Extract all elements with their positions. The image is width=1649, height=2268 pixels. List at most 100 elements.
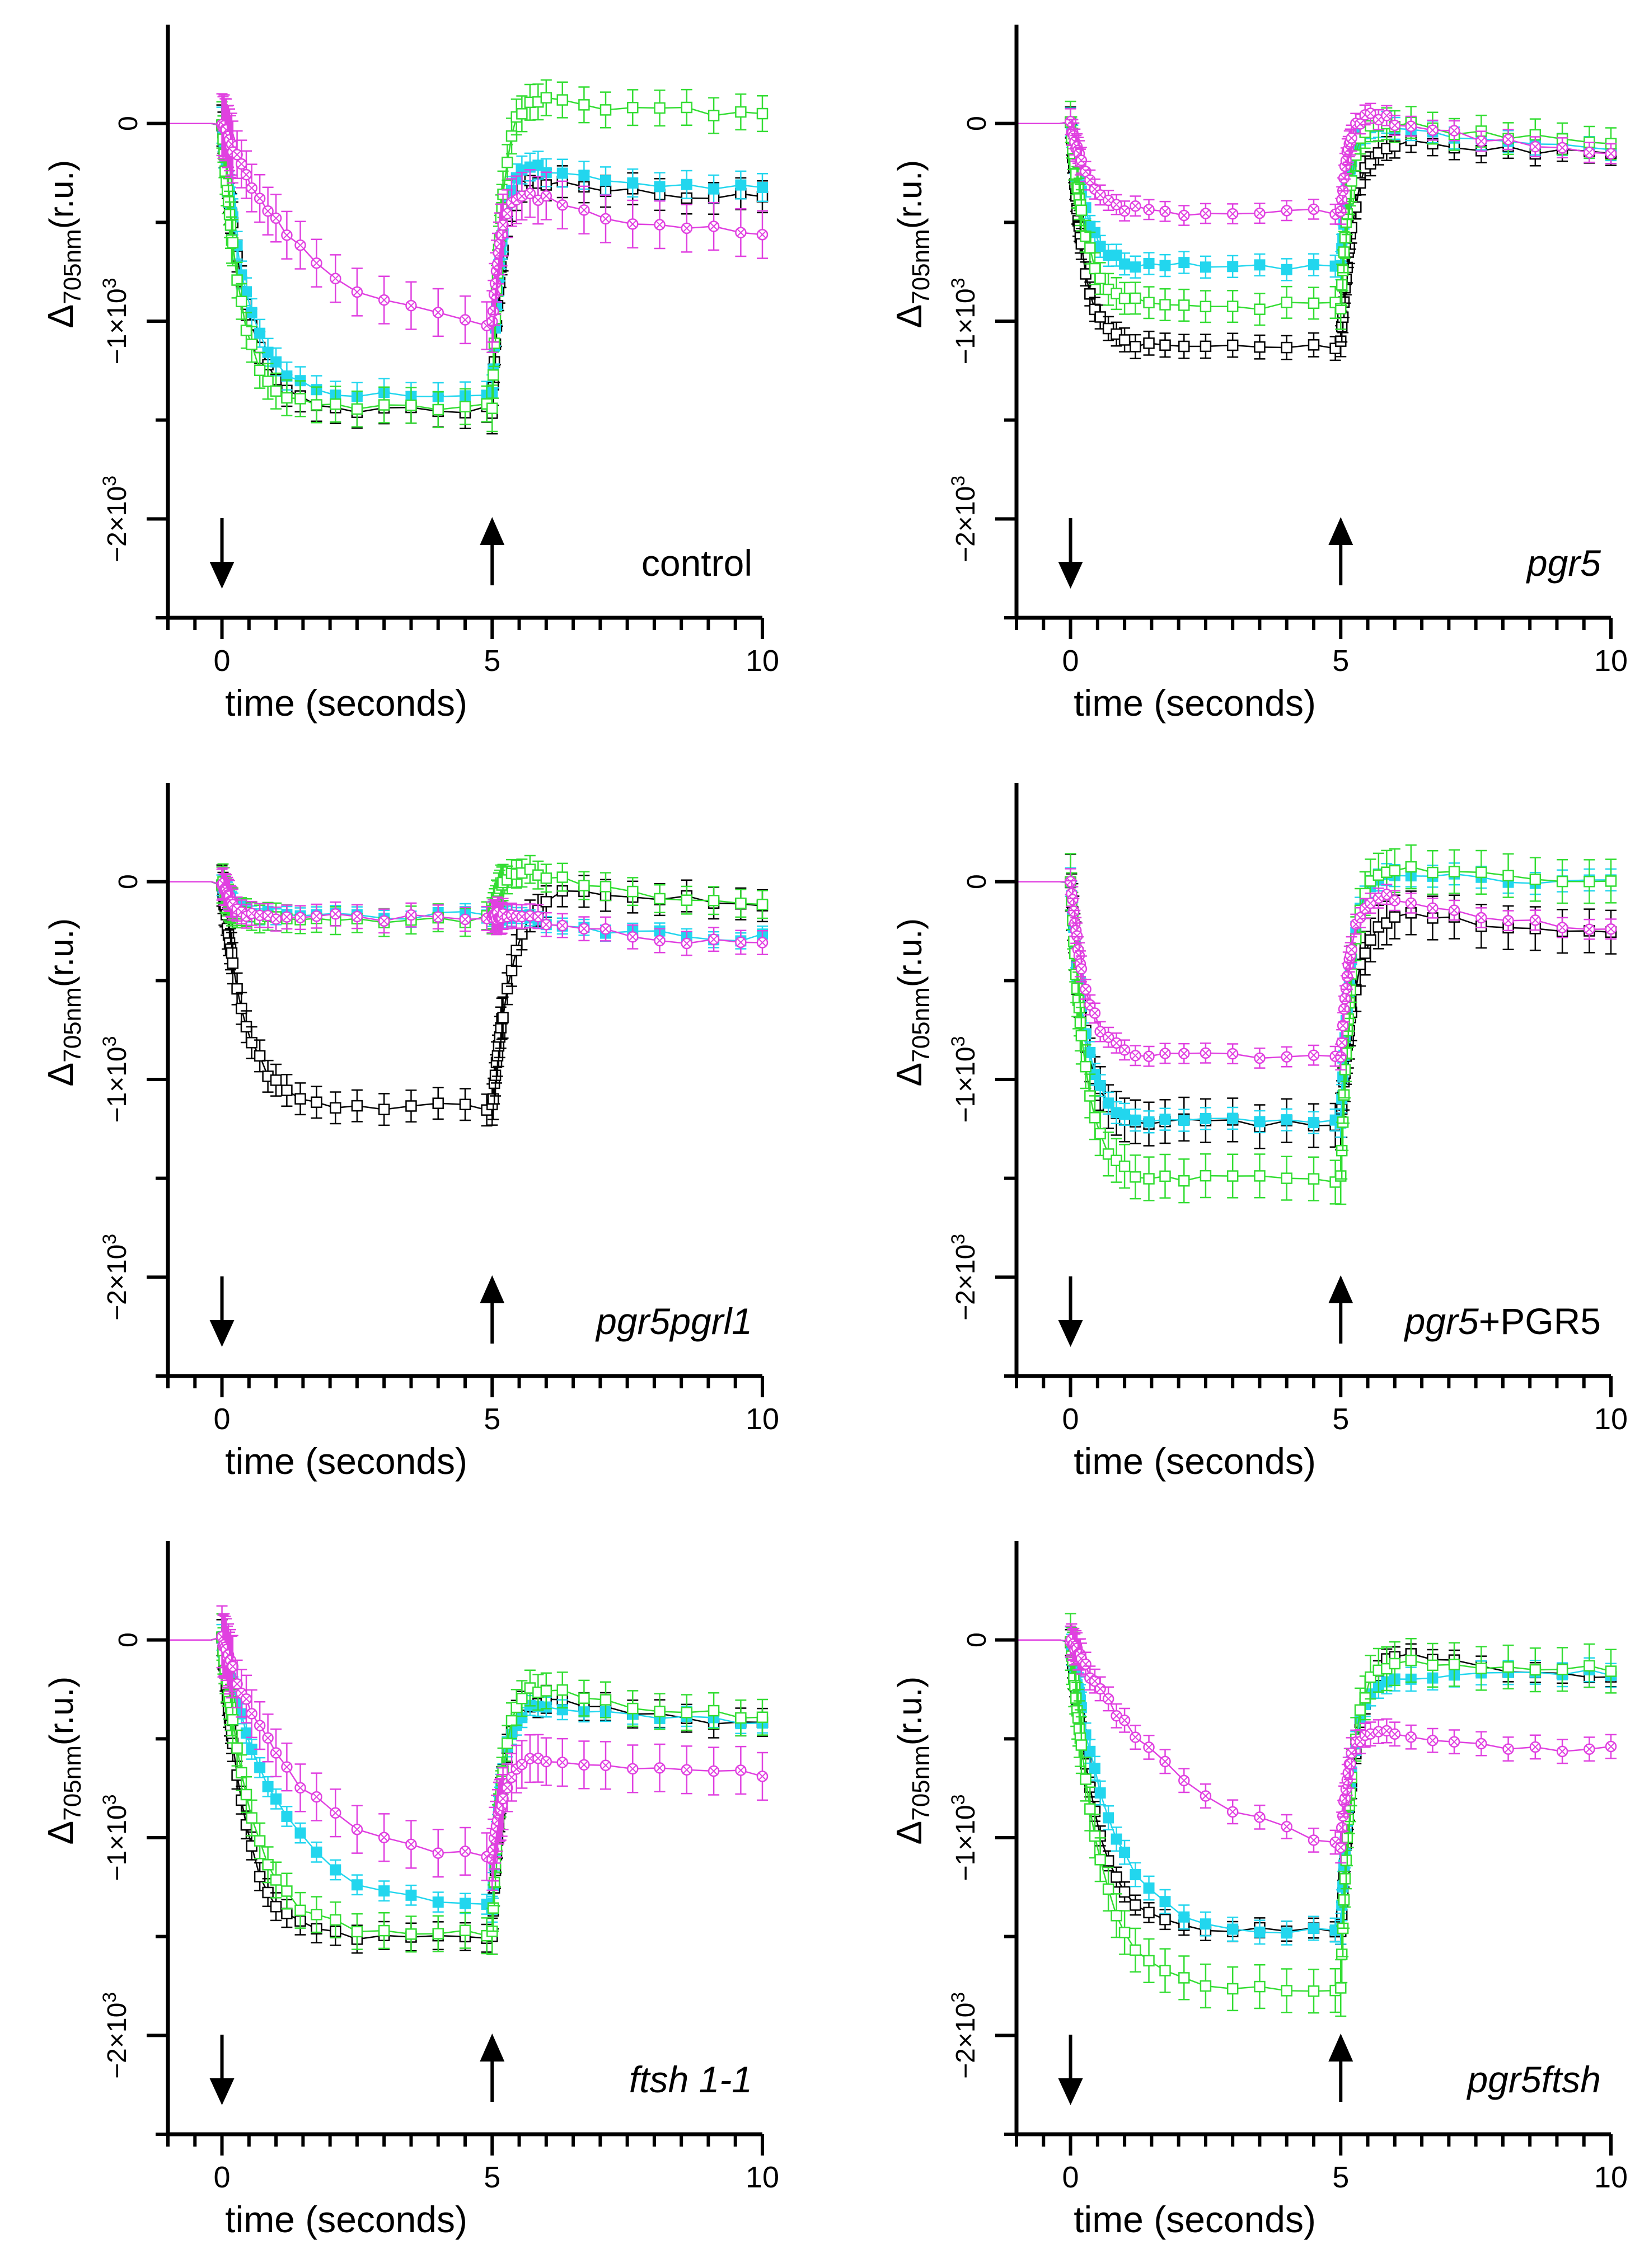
panel-control-y-axis-label: Δ705nm(r.u.) [40, 160, 86, 328]
panel-pgr5ftsh-point-magenta [1337, 1810, 1349, 1822]
panel-control-point-magenta-cross [499, 221, 507, 229]
panel-ftsh-1-1-point-magenta [756, 1771, 769, 1782]
panel-pgr5ftsh-point-cyan [1103, 1812, 1114, 1824]
panel-control-point-magenta [270, 212, 282, 224]
panel-pgr5-point-magenta-cross [1374, 115, 1383, 124]
panel-pgr5-series-magenta [1016, 102, 1617, 226]
panel-control-point-green [459, 401, 471, 412]
panel-ftsh-1-1-point-magenta [281, 1761, 293, 1773]
panel-control-point-green [281, 392, 293, 404]
panel-pgr5-pgr5-point-magenta-cross [1070, 907, 1078, 915]
panel-pgr5-pgr5-point-cyan [1103, 1097, 1114, 1109]
panel-pgr5pgrl1-point-magenta [330, 908, 341, 920]
panel-control-point-green [681, 101, 693, 114]
panel-pgr5-point-black [1308, 339, 1320, 351]
panel-pgr5-pgr5-light-off-arrow [1328, 1275, 1353, 1344]
panel-pgr5-point-magenta-cross [1531, 142, 1540, 151]
panel-control-x-axis-label: time (seconds) [225, 682, 467, 724]
panel-pgr5ftsh-point-magenta-cross [1477, 1739, 1486, 1748]
panel-control-light-off-arrow [480, 517, 505, 585]
panel-pgr5-point-magenta [1365, 107, 1376, 119]
panel-pgr5-point-magenta-cross [1086, 176, 1094, 184]
panel-pgr5-pgr5-point-magenta [1065, 876, 1076, 888]
panel-ftsh-1-1-point-cyan [294, 1827, 306, 1839]
panel-pgr5ftsh-label: pgr5ftsh [1467, 2059, 1601, 2100]
panel-pgr5ftsh-point-magenta-cross [1161, 1757, 1169, 1766]
panel-control-point-green [505, 130, 518, 142]
panel-pgr5-pgr5-point-magenta [1405, 897, 1417, 909]
panel-pgr5ftsh-point-magenta [1605, 1740, 1617, 1753]
panel-pgr5ftsh-point-magenta [1159, 1755, 1171, 1768]
panel-ftsh-1-1-point-magenta-cross [434, 1849, 442, 1857]
panel-pgr5pgrl1-point-black [378, 1104, 390, 1115]
panel-pgr5-point-magenta-cross [1337, 195, 1346, 204]
panel-control-y-tick-label: 0 [114, 116, 143, 131]
panel-ftsh-1-1-point-magenta-cross [526, 1754, 535, 1763]
panel-ftsh-1-1-point-green [405, 1928, 417, 1940]
panel-ftsh-1-1-point-magenta-cross [283, 1763, 291, 1771]
panel-pgr5-point-magenta-cross [1228, 209, 1237, 218]
panel-pgr5-pgr5-point-green [1074, 1017, 1086, 1029]
panel-ftsh-1-1-point-green [578, 1692, 590, 1704]
panel-ftsh-1-1-point-green [294, 1904, 306, 1917]
panel-pgr5pgrl1-point-magenta-cross [461, 915, 470, 924]
panel-pgr5-point-green [1335, 303, 1347, 314]
panel-pgr5ftsh-point-magenta [1529, 1741, 1542, 1753]
panel-pgr5-point-green [1070, 168, 1082, 180]
panel-pgr5-point-magenta-cross [1407, 122, 1415, 130]
panel-pgr5ftsh-point-magenta-cross [1531, 1743, 1540, 1752]
panel-pgr5pgrl1-point-magenta-cross [255, 911, 264, 920]
panel-pgr5-pgr5-point-cyan [1281, 1114, 1292, 1126]
panel-pgr5-pgr5-point-green [1075, 1030, 1088, 1042]
panel-ftsh-1-1-point-green [254, 1835, 266, 1847]
panel-pgr5pgrl1-point-magenta [627, 931, 639, 943]
panel-pgr5-light-on-arrow [1058, 518, 1083, 589]
panel-pgr5-pgr5-point-green [1605, 875, 1617, 887]
panel-pgr5-series-green [1016, 100, 1617, 330]
panel-pgr5ftsh-point-cyan [1308, 1922, 1319, 1934]
panel-pgr5-point-black [1336, 321, 1348, 332]
panel-pgr5ftsh-series-black [1016, 1629, 1617, 1945]
panel-pgr5pgrl1-point-magenta-cross [758, 938, 767, 947]
panel-pgr5-pgr5-point-green [1584, 876, 1595, 888]
panel-ftsh-1-1-point-magenta-cross [503, 1783, 512, 1792]
panel-pgr5-pgr5-point-green [1089, 1112, 1101, 1124]
panel-pgr5-pgr5-point-magenta [1335, 1051, 1347, 1063]
panel-ftsh-1-1-point-cyan [240, 1727, 252, 1739]
panel-control-point-magenta-cross [312, 259, 321, 267]
panel-control-point-cyan [240, 286, 252, 298]
panel-pgr5-point-magenta-cross [1347, 134, 1356, 142]
panel-pgr5-pgr5-point-magenta [1529, 914, 1542, 926]
panel-pgr5-point-black [1159, 339, 1171, 351]
panel-pgr5ftsh-series-green [1016, 1613, 1617, 2017]
panel-control-point-magenta-cross [237, 159, 246, 168]
panel-pgr5pgrl1-y-tick-label: −1×103 [99, 1036, 132, 1123]
panel-ftsh-1-1-point-magenta [227, 1660, 239, 1673]
panel-pgr5pgrl1-point-magenta-cross [380, 917, 388, 926]
panel-ftsh-1-1-point-magenta-cross [247, 1710, 256, 1718]
panel-control-point-magenta-cross [296, 241, 304, 250]
panel-ftsh-1-1-point-magenta-cross [271, 1749, 280, 1757]
panel-pgr5-pgr5-point-cyan [1178, 1115, 1190, 1126]
panel-pgr5-pgr5-light-on-arrow [1058, 1276, 1083, 1347]
panel-ftsh-1-1-point-green [487, 1902, 499, 1914]
panel-pgr5ftsh-point-green [1338, 1894, 1350, 1906]
panel-pgr5-pgr5-point-magenta-cross [1072, 932, 1081, 940]
panel-pgr5-point-green [1336, 279, 1348, 291]
panel-ftsh-1-1-point-magenta [459, 1846, 471, 1857]
panel-pgr5pgrl1-x-axis-label: time (seconds) [225, 1440, 467, 1482]
panel-pgr5-pgr5-point-cyan [1227, 1112, 1239, 1124]
panel-pgr5-pgr5-point-black [1389, 911, 1401, 923]
panel-control-point-cyan [681, 179, 692, 190]
panel-pgr5pgrl1-point-magenta [708, 933, 720, 945]
panel-pgr5pgrl1-point-black [510, 945, 522, 956]
panel-pgr5-point-magenta-cross [1390, 121, 1399, 130]
panel-pgr5ftsh-point-magenta-cross [1390, 1730, 1399, 1738]
panel-pgr5pgrl1-point-magenta [556, 919, 569, 932]
panel-pgr5-point-cyan [1119, 258, 1131, 270]
panel-pgr5-point-magenta-cross [1383, 111, 1391, 120]
panel-control-x-tick-label: 5 [484, 644, 500, 678]
panel-pgr5ftsh-point-magenta-cross [1096, 1684, 1104, 1693]
panel-pgr5pgrl1-point-black [231, 983, 243, 995]
panel-pgr5pgrl1-point-black [351, 1100, 363, 1112]
